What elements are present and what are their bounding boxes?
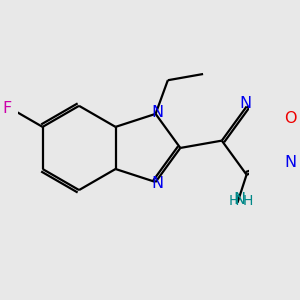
Text: N: N — [152, 176, 164, 190]
Text: N: N — [239, 96, 252, 111]
Text: H: H — [228, 194, 239, 208]
Text: N: N — [233, 192, 246, 207]
Text: O: O — [284, 111, 297, 126]
Text: N: N — [285, 155, 297, 170]
Text: N: N — [152, 105, 164, 120]
Text: H: H — [242, 194, 253, 208]
Text: F: F — [3, 101, 12, 116]
